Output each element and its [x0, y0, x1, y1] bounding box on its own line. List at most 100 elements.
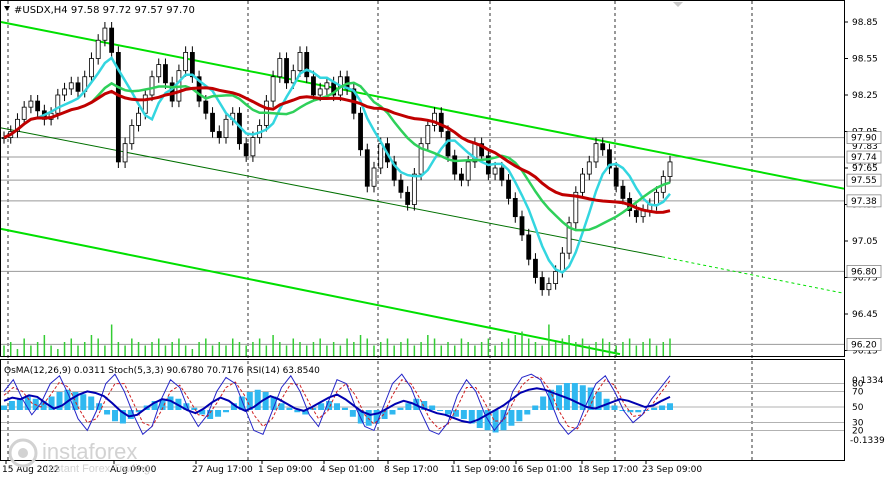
channel-mid-line: [0, 127, 663, 258]
candle-body: [378, 143, 384, 169]
candle-body: [459, 173, 464, 181]
osma-bar: [286, 407, 293, 410]
candle-body: [243, 143, 249, 157]
candle-body: [142, 94, 148, 114]
time-tick-label: Aug 09:00: [110, 465, 157, 475]
osma-bar: [302, 410, 309, 415]
scroll-marker-icon[interactable]: [673, 2, 683, 7]
osma-bar: [611, 405, 618, 410]
candle-body: [573, 191, 579, 224]
candle-body: [613, 167, 619, 187]
indicator-header: OsMA(12,26,9) 0.0311 Stoch(5,3,3) 90.678…: [4, 366, 320, 376]
price-tick-label: 98.25: [852, 91, 878, 101]
osma-bar: [357, 410, 364, 424]
osma-bar: [452, 410, 459, 417]
candle-body: [55, 94, 61, 114]
candle-body: [304, 52, 310, 78]
candle-body: [553, 271, 559, 284]
time-tick-label: 16 Sep 01:00: [512, 465, 572, 475]
level-label: 97.74: [851, 153, 877, 163]
level-label-box: [846, 338, 882, 351]
osma-bar: [540, 396, 547, 410]
osma-bar: [238, 396, 245, 410]
time-tick-label: 15 Aug 2022: [2, 465, 60, 475]
ma-fast-line: [3, 56, 671, 274]
osma-bar: [88, 396, 95, 410]
stoch-signal-line: [3, 376, 671, 430]
candle-body: [566, 222, 572, 254]
level-label: 96.20: [851, 340, 877, 350]
osma-bar: [667, 403, 673, 410]
level-price-labels: 97.90 97.74 97.55 97.38 96.80 96.20: [846, 131, 882, 351]
candle-body: [129, 125, 135, 145]
osma-bar: [191, 407, 198, 410]
rsi-level-label: 30: [852, 419, 864, 429]
candle-body: [136, 112, 141, 126]
collapse-arrow-icon[interactable]: [4, 6, 10, 11]
candle-body: [438, 112, 444, 132]
osma-bar: [56, 392, 63, 410]
osma-bar: [429, 405, 436, 410]
candle-body: [163, 64, 168, 84]
candle-body: [506, 179, 511, 199]
osma-bar: [318, 403, 325, 410]
chart-header: #USDX,H4 97.58 97.72 97.57 97.70: [14, 5, 195, 16]
osma-bar: [635, 410, 642, 413]
osma-bar: [532, 405, 539, 410]
osma-bar: [64, 389, 71, 410]
osma-bar: [183, 403, 190, 410]
candle-body: [102, 27, 108, 41]
candle-body: [223, 118, 229, 138]
candle-body: [89, 58, 94, 78]
watermark-tagline: Instant Forex Trading: [46, 463, 150, 475]
osma-bar: [341, 407, 348, 410]
candle-body: [35, 100, 41, 112]
time-tick-label: 23 Sep 09:00: [642, 465, 702, 475]
candle-body: [492, 167, 498, 175]
level-label-box: [846, 173, 882, 187]
osma-bar: [381, 410, 388, 419]
candle-body: [452, 155, 458, 175]
rsi-level-label: 80: [852, 380, 864, 390]
osma-bar: [159, 398, 166, 410]
osma-bar: [389, 410, 396, 415]
candle-body: [75, 82, 81, 92]
candle-body: [607, 149, 612, 169]
candle-body: [405, 191, 411, 205]
osma-bar: [72, 392, 79, 410]
price-tick-label: 96.15: [852, 347, 878, 357]
candle-body: [277, 58, 283, 78]
ma-mid-line: [3, 81, 671, 232]
osma-bar: [445, 410, 451, 415]
candle-body: [499, 167, 505, 181]
candle-body: [183, 52, 189, 72]
osma-bottom-label: -0.1339: [850, 436, 885, 446]
candle-body: [633, 210, 639, 218]
candle-body: [526, 234, 532, 260]
rsi-line: [3, 387, 671, 424]
watermark-brand: instaforex: [42, 439, 137, 464]
candle-body: [324, 82, 330, 90]
osma-bar: [96, 403, 103, 410]
osma-bar: [365, 410, 372, 426]
candle-body: [270, 76, 276, 102]
candle-body: [290, 70, 296, 84]
osma-bar: [104, 410, 111, 415]
osma-bar: [500, 410, 507, 431]
osma-bar: [659, 405, 666, 410]
osma-bar: [16, 398, 23, 410]
candle-body: [600, 143, 606, 151]
level-label-box: [846, 150, 882, 164]
price-tick-label: 97.05: [852, 237, 878, 247]
osma-bar: [112, 410, 118, 422]
osma-bar: [48, 396, 55, 410]
level-label-box: [846, 131, 882, 144]
candle-body: [156, 64, 162, 78]
osma-bar: [215, 410, 222, 417]
osma-bar: [326, 401, 333, 410]
rsi-level-label: 20: [852, 426, 864, 436]
candle-body: [586, 161, 592, 175]
rsi-level-label: 70: [852, 387, 864, 397]
osma-bar: [8, 401, 15, 410]
